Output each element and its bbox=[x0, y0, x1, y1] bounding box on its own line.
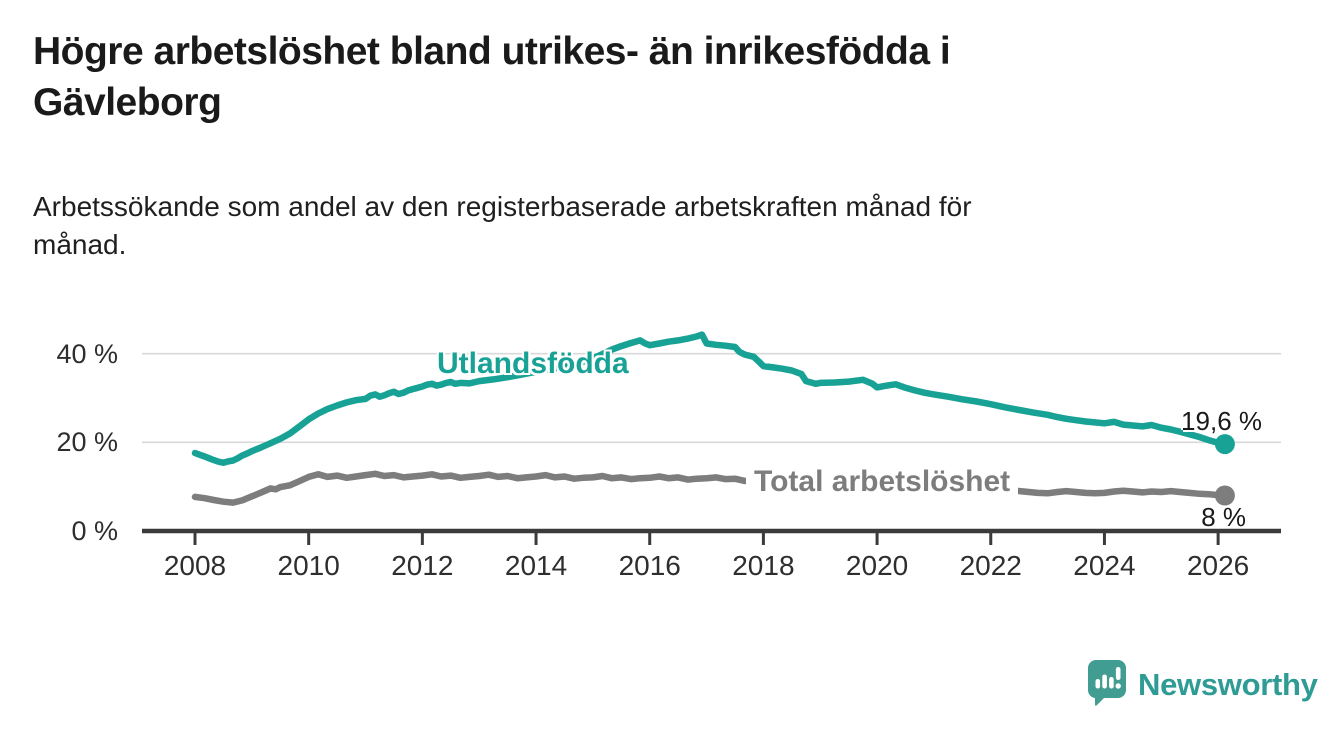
speech-bubble-shape bbox=[1087, 660, 1126, 706]
x-tick-label: 2016 bbox=[618, 550, 681, 581]
page-title: Högre arbetslöshet bland utrikes- än inr… bbox=[33, 30, 951, 125]
x-tick-label: 2018 bbox=[732, 550, 795, 581]
page-subtitle: Arbetssökande som andel av den registerb… bbox=[33, 191, 972, 260]
newsworthy-logo[interactable]: Newsworthy bbox=[1086, 658, 1318, 711]
y-tick-label: 20 % bbox=[56, 427, 118, 458]
x-tick-label: 2014 bbox=[504, 550, 568, 581]
x-tick-label: 2010 bbox=[277, 550, 340, 581]
x-tick-label: 2008 bbox=[163, 550, 227, 581]
x-tick-label: 2020 bbox=[845, 550, 909, 581]
newsworthy-logo-text: Newsworthy bbox=[1138, 666, 1318, 702]
newsworthy-logo-icon bbox=[1086, 658, 1128, 711]
series-line-1 bbox=[191, 470, 1229, 506]
series-label-utlandsfodda: Utlandsfödda bbox=[437, 347, 629, 380]
series-label-total-arbetsloshet: Total arbetslöshet bbox=[746, 465, 1019, 499]
end-value-label-total: 8 % bbox=[1201, 502, 1246, 532]
series-end-dot-0 bbox=[1214, 434, 1235, 455]
x-tick-label: 2022 bbox=[959, 550, 1022, 581]
x-tick-label: 2026 bbox=[1186, 550, 1250, 581]
series-line-0 bbox=[191, 331, 1229, 466]
x-tick-label: 2012 bbox=[391, 550, 454, 581]
end-value-label-utlandsfodda: 19,6 % bbox=[1181, 406, 1262, 436]
series-end-dot-1 bbox=[1214, 485, 1235, 506]
y-tick-label: 40 % bbox=[56, 338, 118, 369]
y-tick-label: 0 % bbox=[71, 516, 118, 546]
x-tick-label: 2024 bbox=[1073, 550, 1136, 581]
